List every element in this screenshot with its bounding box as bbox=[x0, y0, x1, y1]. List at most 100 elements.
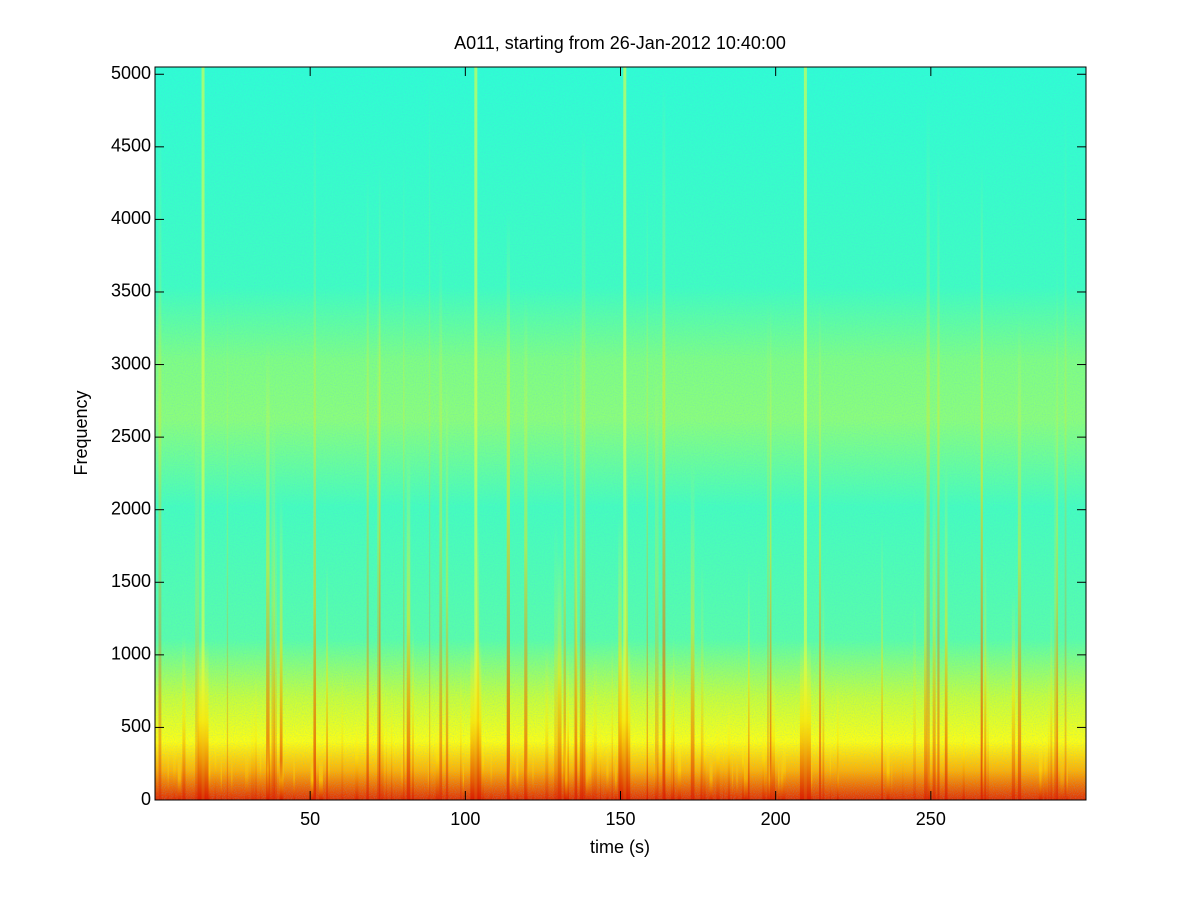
streak bbox=[709, 757, 713, 800]
y-tick-label: 3000 bbox=[111, 353, 151, 373]
streak bbox=[167, 749, 169, 800]
streak bbox=[385, 681, 388, 800]
streak bbox=[1044, 735, 1047, 800]
streak bbox=[319, 759, 323, 800]
y-tick-label: 2500 bbox=[111, 426, 151, 446]
streak bbox=[735, 759, 739, 800]
streak bbox=[516, 749, 519, 800]
streak bbox=[195, 418, 200, 800]
chart-title: A011, starting from 26-Jan-2012 10:40:00 bbox=[454, 33, 786, 53]
streak bbox=[987, 631, 989, 800]
streak bbox=[886, 744, 890, 800]
streak bbox=[271, 410, 276, 800]
streak bbox=[313, 406, 317, 800]
streak bbox=[611, 636, 613, 800]
streak bbox=[273, 489, 278, 800]
streak bbox=[531, 752, 535, 800]
strong-streak bbox=[623, 67, 627, 800]
streak bbox=[439, 236, 443, 800]
streak bbox=[445, 378, 449, 800]
streak bbox=[435, 719, 440, 800]
streak bbox=[403, 147, 405, 800]
streak bbox=[614, 759, 617, 800]
streak bbox=[1048, 664, 1050, 800]
streak bbox=[881, 526, 883, 800]
y-tick-label: 1500 bbox=[111, 571, 151, 591]
streak bbox=[279, 494, 283, 800]
streak bbox=[913, 597, 916, 800]
streak bbox=[460, 666, 462, 800]
y-axis-label: Frequency bbox=[71, 390, 91, 475]
strong-streak bbox=[803, 67, 807, 800]
streak bbox=[377, 276, 380, 800]
x-tick-label: 200 bbox=[761, 809, 791, 829]
streak bbox=[984, 547, 987, 800]
streak bbox=[819, 295, 822, 800]
x-axis-label: time (s) bbox=[590, 837, 650, 857]
streak bbox=[646, 172, 648, 800]
streak bbox=[172, 739, 176, 800]
streak bbox=[158, 104, 162, 800]
streak bbox=[937, 152, 940, 800]
streak bbox=[279, 759, 283, 800]
streak bbox=[254, 674, 257, 800]
streak bbox=[980, 163, 983, 800]
spectrogram-image bbox=[155, 67, 1086, 800]
streak bbox=[524, 292, 528, 800]
y-tick-label: 3500 bbox=[111, 281, 151, 301]
streak bbox=[654, 744, 657, 800]
y-tick-label: 5000 bbox=[111, 63, 151, 83]
strong-streak-base bbox=[470, 640, 482, 800]
streak bbox=[926, 92, 930, 800]
streak bbox=[767, 292, 769, 800]
streak bbox=[266, 337, 270, 800]
streak bbox=[293, 756, 296, 800]
streak bbox=[924, 472, 927, 800]
y-tick-label: 0 bbox=[141, 789, 151, 809]
y-tick-label: 4500 bbox=[111, 136, 151, 156]
streak bbox=[731, 759, 734, 800]
streak bbox=[400, 750, 405, 800]
streak bbox=[703, 711, 706, 800]
streak bbox=[406, 444, 411, 800]
streak bbox=[771, 673, 776, 800]
streak bbox=[554, 519, 558, 800]
streak bbox=[727, 703, 731, 800]
streak bbox=[177, 757, 181, 800]
streak bbox=[281, 752, 284, 800]
streak bbox=[391, 685, 393, 800]
strong-streak-base bbox=[799, 640, 811, 800]
streak bbox=[412, 619, 414, 800]
x-tick-label: 250 bbox=[916, 809, 946, 829]
x-tick-label: 100 bbox=[450, 809, 480, 829]
streak bbox=[207, 748, 211, 800]
y-tick-label: 4000 bbox=[111, 208, 151, 228]
streak bbox=[836, 676, 839, 800]
y-tick-label: 500 bbox=[121, 716, 151, 736]
streak bbox=[769, 299, 772, 800]
streak bbox=[932, 468, 936, 800]
streak bbox=[490, 748, 493, 800]
streak bbox=[600, 710, 602, 800]
streak bbox=[1066, 759, 1068, 800]
streak bbox=[1050, 601, 1053, 800]
streak bbox=[564, 759, 569, 800]
streak bbox=[768, 757, 772, 800]
streak bbox=[326, 560, 328, 800]
streak bbox=[220, 757, 222, 800]
streak bbox=[328, 740, 330, 800]
streak bbox=[366, 169, 369, 800]
streak bbox=[1039, 760, 1042, 800]
streak bbox=[829, 737, 831, 800]
streak bbox=[563, 347, 566, 800]
streak bbox=[155, 679, 158, 800]
streak bbox=[700, 557, 704, 800]
streak bbox=[662, 80, 666, 800]
streak bbox=[427, 758, 430, 800]
streak bbox=[1017, 314, 1022, 800]
streak bbox=[810, 759, 813, 800]
streak bbox=[226, 281, 229, 800]
y-tick-label: 1000 bbox=[111, 644, 151, 664]
